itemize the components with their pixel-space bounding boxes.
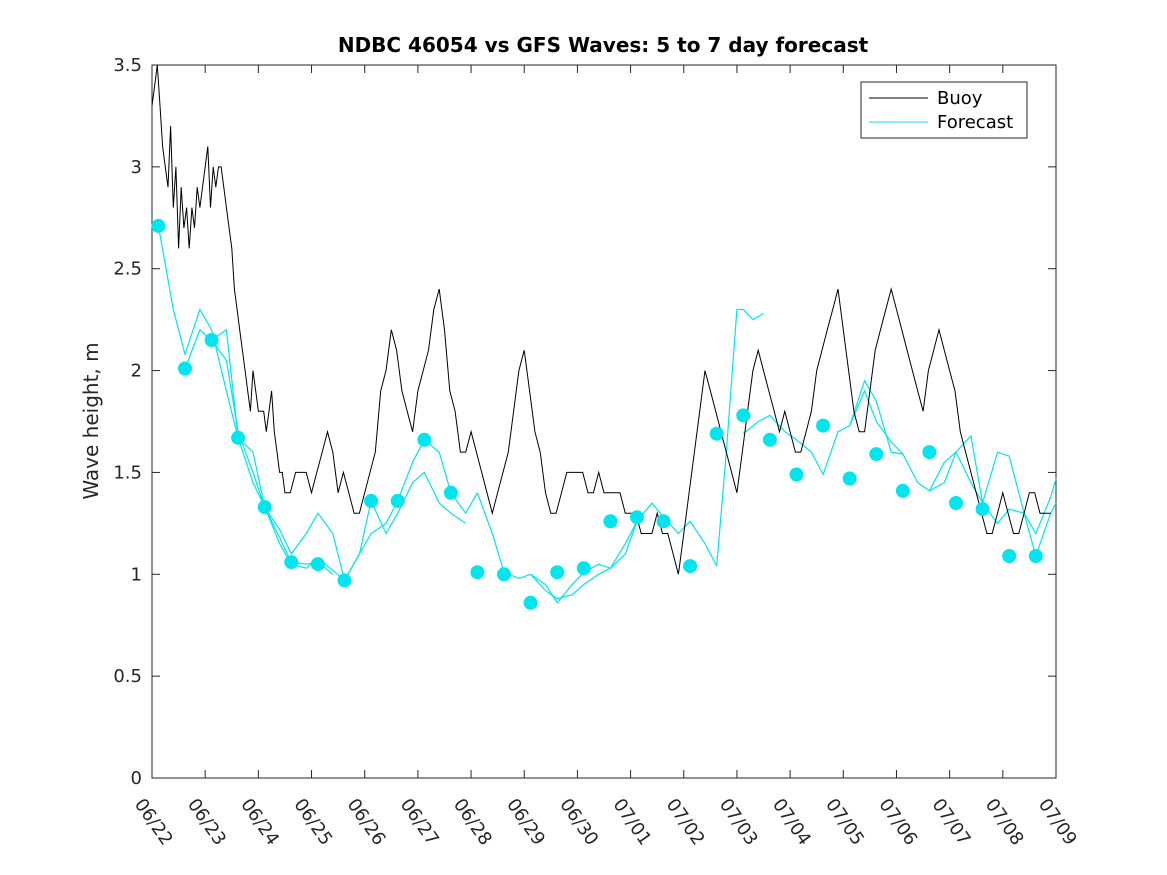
x-tick-label: 07/02 <box>662 795 709 850</box>
forecast-run-line <box>343 438 478 581</box>
forecast-point <box>630 510 644 525</box>
forecast-point <box>816 418 831 433</box>
x-tick-label: 06/26 <box>343 795 390 850</box>
forecast-point <box>869 447 884 462</box>
forecast-point <box>204 333 219 347</box>
x-tick-label: 06/27 <box>396 795 443 850</box>
forecast-point <box>417 432 432 447</box>
x-tick-label: 06/23 <box>183 795 230 850</box>
plot-area: 00.511.522.533.506/22 06/23 06/24 06/25 06/2… <box>113 55 1081 849</box>
legend-buoy-label: Buoy <box>937 88 983 109</box>
plot-frame <box>151 64 1057 779</box>
forecast-point <box>656 514 671 529</box>
forecast-point <box>683 559 698 574</box>
x-tick-label: 07/05 <box>821 795 868 850</box>
x-tick-label: 07/06 <box>874 795 921 850</box>
y-tick-label: 1.5 <box>113 462 142 483</box>
forecast-point <box>789 467 804 482</box>
x-tick-label: 06/28 <box>449 795 496 850</box>
y-tick-label: 3.5 <box>113 55 142 76</box>
forecast-run-line <box>530 502 718 600</box>
y-tick-label: 1 <box>131 564 142 585</box>
forecast-point <box>231 430 246 445</box>
x-tick-label: 07/07 <box>928 795 975 850</box>
x-tick-label: 07/04 <box>768 795 815 850</box>
forecast-point <box>151 218 166 233</box>
forecast-point <box>364 493 379 508</box>
x-tick-label: 06/24 <box>236 795 283 850</box>
forecast-point <box>762 432 777 447</box>
forecast-point <box>736 408 751 423</box>
x-tick-label: 06/25 <box>289 795 336 850</box>
forecast-point <box>257 500 272 515</box>
legend-forecast-label: Forecast <box>937 112 1013 133</box>
legend: Buoy Forecast <box>860 81 1028 139</box>
buoy-series-line <box>151 64 1051 575</box>
forecast-point <box>975 502 990 517</box>
x-tick-label: 07/01 <box>608 795 655 850</box>
forecast-point <box>178 361 192 376</box>
y-tick-label: 0.5 <box>113 666 142 687</box>
forecast-point <box>310 557 325 572</box>
x-tick-label: 07/09 <box>1034 795 1081 850</box>
chart-title: NDBC 46054 vs GFS Waves: 5 to 7 day fore… <box>338 33 869 57</box>
y-tick-label: 2.5 <box>113 259 142 280</box>
forecast-run-line <box>742 389 904 477</box>
y-tick-label: 2 <box>131 361 142 382</box>
forecast-point <box>470 565 485 580</box>
forecast-point <box>922 445 937 460</box>
forecast-point <box>497 567 511 582</box>
x-tick-label: 06/29 <box>502 795 549 850</box>
forecast-point <box>949 496 963 510</box>
x-tick-label: 06/30 <box>555 795 602 850</box>
forecast-point <box>603 514 618 529</box>
forecast-point <box>337 573 352 588</box>
x-tick-label: 06/22 <box>130 795 177 850</box>
forecast-point <box>895 483 910 498</box>
forecast-point <box>576 561 591 576</box>
y-axis-label: Wave height, m <box>79 342 103 499</box>
forecast-point <box>284 555 299 570</box>
legend-box <box>860 81 1028 139</box>
x-tick-label: 07/03 <box>715 795 762 850</box>
y-tick-label: 3 <box>131 157 142 178</box>
forecast-point <box>443 485 458 500</box>
forecast-run-line <box>716 308 764 567</box>
forecast-run-line <box>370 471 467 535</box>
forecast-point <box>1028 549 1043 563</box>
forecast-point <box>1002 549 1017 563</box>
forecast-point <box>842 471 857 486</box>
series-layer <box>151 64 1057 610</box>
forecast-point <box>523 595 538 610</box>
x-tick-label: 07/08 <box>981 795 1028 850</box>
forecast-point <box>709 426 724 441</box>
forecast-point <box>550 565 565 580</box>
forecast-point <box>390 493 405 508</box>
forecast-run-line <box>928 434 1057 535</box>
y-tick-label: 0 <box>131 768 142 789</box>
